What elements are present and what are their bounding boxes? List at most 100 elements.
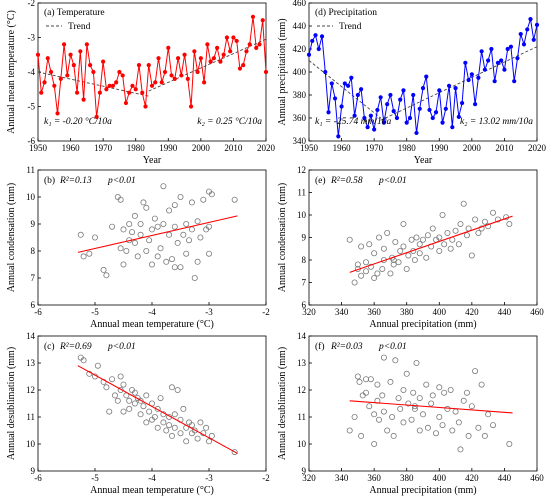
y-tick-label: 8 (31, 246, 36, 256)
scatter-point (140, 199, 147, 206)
scatter-point (441, 389, 448, 396)
y-tick-label: 420 (293, 44, 307, 54)
panel-a: 1950 1960 1970 1980 1990 2000 2010 2020 -6 -5 -4 -3… (6, 0, 276, 166)
x-tick-label: 1960 (62, 143, 81, 153)
scatter-point (166, 207, 173, 214)
series-point (463, 60, 468, 65)
fit-line (77, 215, 238, 253)
series-point (521, 42, 527, 47)
series-point (466, 77, 471, 83)
x-tick-label: 360 (367, 473, 381, 483)
series-point (368, 113, 373, 118)
scatter-point (387, 378, 394, 385)
scatter-point (358, 272, 365, 279)
scatter-point (126, 405, 133, 412)
legend-trend-label: Trend (339, 22, 362, 32)
scatter-point (390, 432, 397, 439)
x-tick-label: 2000 (463, 143, 482, 153)
series-point (101, 59, 106, 64)
scatter-point (137, 231, 144, 238)
scatter-point (205, 250, 212, 257)
x-axis-label: Annual mean temperature (°C) (90, 319, 214, 330)
scatter-point (134, 253, 141, 260)
scatter-point (362, 389, 369, 396)
series-point (310, 38, 315, 44)
scatter-point (358, 243, 365, 250)
scatter-point (92, 234, 99, 241)
series-point (244, 49, 249, 54)
scatter-point (351, 279, 358, 286)
scatter-point (143, 204, 150, 211)
scatter-point (163, 427, 170, 434)
scatter-point (148, 226, 155, 233)
scatter-point (468, 252, 475, 259)
series-point (411, 92, 416, 98)
series-point (378, 95, 383, 100)
legend-trend-label: Trend (68, 22, 91, 32)
series-point (146, 63, 151, 68)
series-point (195, 69, 200, 75)
x-tick-label: 1950 (29, 143, 48, 153)
panel-label: (e) (315, 175, 326, 186)
scatter-point (423, 381, 430, 388)
scatter-point (188, 422, 195, 429)
series-point (359, 87, 364, 92)
scatter-point (475, 229, 482, 236)
x-tick-label: 1990 (159, 143, 178, 153)
scatter-point (403, 370, 410, 377)
series-point (143, 104, 148, 109)
series-point (362, 115, 367, 121)
scatter-point (111, 392, 118, 399)
scatter-point (346, 427, 353, 434)
series-point (211, 56, 216, 61)
series-point (188, 104, 194, 109)
series-point (65, 73, 70, 78)
y-tick-label: -5 (28, 102, 36, 112)
scatter-point (148, 261, 155, 268)
series-point (512, 79, 517, 84)
scatter-point (131, 389, 138, 396)
scatter-point (481, 432, 488, 439)
scatter-point (380, 354, 387, 361)
series-point (114, 80, 119, 85)
scatter-point (411, 405, 418, 412)
series-point (495, 60, 501, 65)
scatter-point (387, 270, 394, 277)
series-point (414, 130, 419, 136)
y-tick-label: 9 (302, 466, 307, 476)
y-tick-label: 340 (293, 136, 307, 146)
scatter-point (441, 241, 448, 248)
series-point (215, 45, 220, 50)
scatter-point (455, 419, 462, 426)
scatter-point (408, 416, 415, 423)
r2-annotation: R²=0.58 (330, 176, 363, 186)
scatter-point (120, 261, 127, 268)
series-point (88, 63, 93, 68)
scatter-point (208, 191, 215, 198)
scatter-point (177, 264, 184, 271)
scatter-point (460, 397, 467, 404)
scatter-point (80, 253, 87, 260)
y-tick-label: 10 (26, 192, 36, 202)
scatter-point (436, 384, 443, 391)
scatter-point (114, 397, 121, 404)
scatter-point (137, 220, 144, 227)
series-point (250, 14, 256, 19)
series-point (489, 46, 494, 52)
scatter-point (436, 234, 443, 241)
scatter-point (194, 218, 201, 225)
y-tick-label: 360 (293, 113, 307, 123)
scatter-point (151, 215, 158, 222)
series-point (528, 17, 533, 22)
y-axis-label: Annual desublimation (mm) (277, 347, 288, 460)
x-tick-label: 340 (335, 473, 349, 483)
x-axis-label: Annual precipitation (mm) (369, 485, 476, 496)
scatter-point (429, 225, 436, 232)
x-tick-label: 1980 (398, 143, 417, 153)
series-point (159, 80, 164, 85)
series-point (492, 79, 497, 84)
x-tick-label: -2 (262, 307, 270, 317)
scatter-point (120, 381, 127, 388)
p-annotation: p<0.01 (107, 176, 136, 186)
series-point (179, 73, 184, 78)
